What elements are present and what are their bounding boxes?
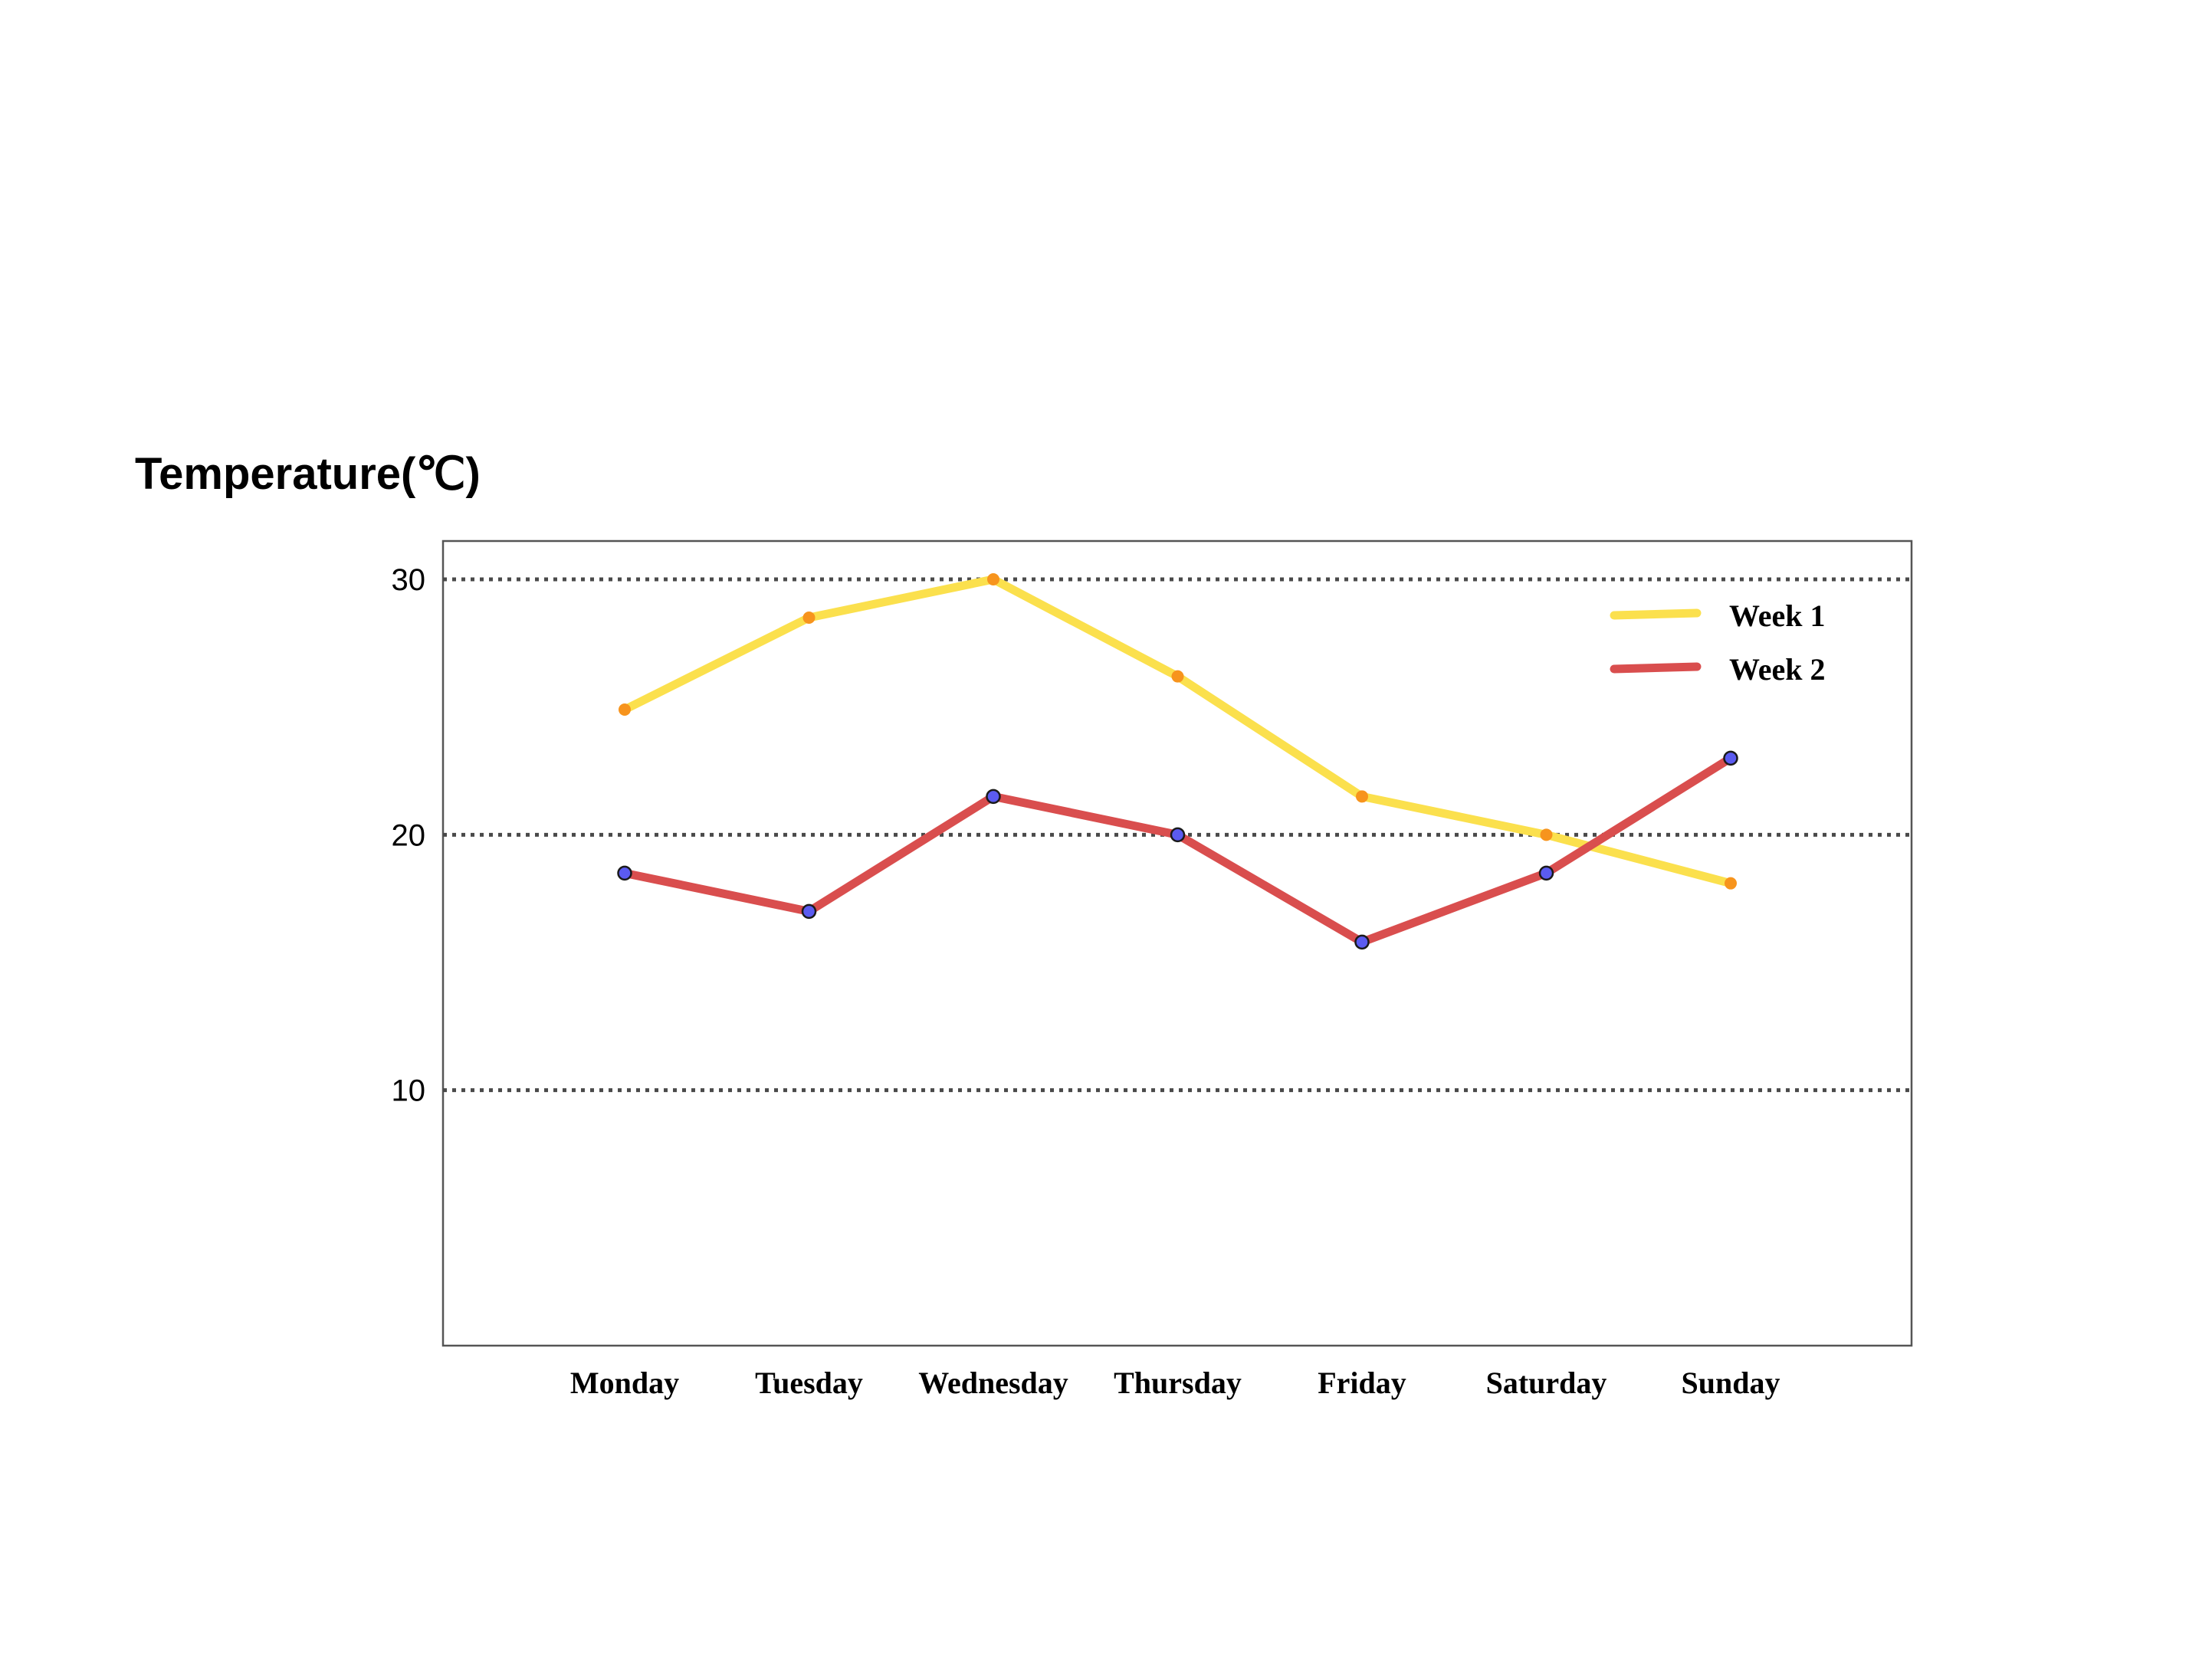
x-axis-ticks: Monday Tuesday Wednesday Thursday Friday Satu… (570, 1366, 1780, 1400)
gridlines (443, 577, 1912, 1093)
y-tick-label-30: 30 (392, 563, 426, 597)
data-point-week-2-saturday (1538, 865, 1554, 881)
legend: Week 1 Week 2 (1610, 598, 1826, 687)
data-point-week-2-thursday (1170, 827, 1186, 843)
x-tick-label-friday: Friday (1318, 1366, 1406, 1400)
data-point-week-1-sunday (1725, 877, 1737, 890)
x-tick-label-thursday: Thursday (1114, 1366, 1242, 1400)
legend-swatch-week-2 (1610, 662, 1702, 674)
data-point-week-1-thursday (1171, 670, 1184, 683)
data-point-week-1-saturday (1540, 828, 1553, 841)
series-points (617, 573, 1738, 950)
data-point-week-2-wednesday (986, 789, 1001, 805)
data-point-week-2-sunday (1723, 750, 1738, 766)
x-tick-label-sunday: Sunday (1682, 1366, 1780, 1400)
data-point-week-2-tuesday (801, 903, 817, 920)
y-axis-title: Temperature(℃) (135, 449, 481, 499)
data-point-week-2-friday (1354, 934, 1370, 950)
data-point-week-1-monday (619, 703, 631, 716)
legend-label-week-2: Week 2 (1729, 652, 1826, 687)
plot-area-frame (441, 539, 1913, 1347)
data-point-week-1-friday (1356, 790, 1368, 803)
x-tick-label-monday: Monday (570, 1366, 679, 1400)
series-lines (620, 575, 1735, 946)
legend-swatch-week-1 (1610, 608, 1702, 620)
series-line-week-2 (620, 753, 1735, 946)
data-point-week-1-tuesday (802, 612, 816, 624)
data-point-week-2-monday (617, 865, 632, 881)
y-tick-label-10: 10 (392, 1074, 426, 1108)
x-tick-label-tuesday: Tuesday (755, 1366, 863, 1400)
y-axis-ticks: 10 20 30 (392, 563, 426, 1108)
x-tick-label-wednesday: Wednesday (918, 1366, 1068, 1400)
y-tick-label-20: 20 (392, 818, 426, 852)
data-point-week-1-wednesday (987, 573, 999, 585)
legend-label-week-1: Week 1 (1729, 598, 1826, 633)
x-tick-label-saturday: Saturday (1486, 1366, 1607, 1400)
